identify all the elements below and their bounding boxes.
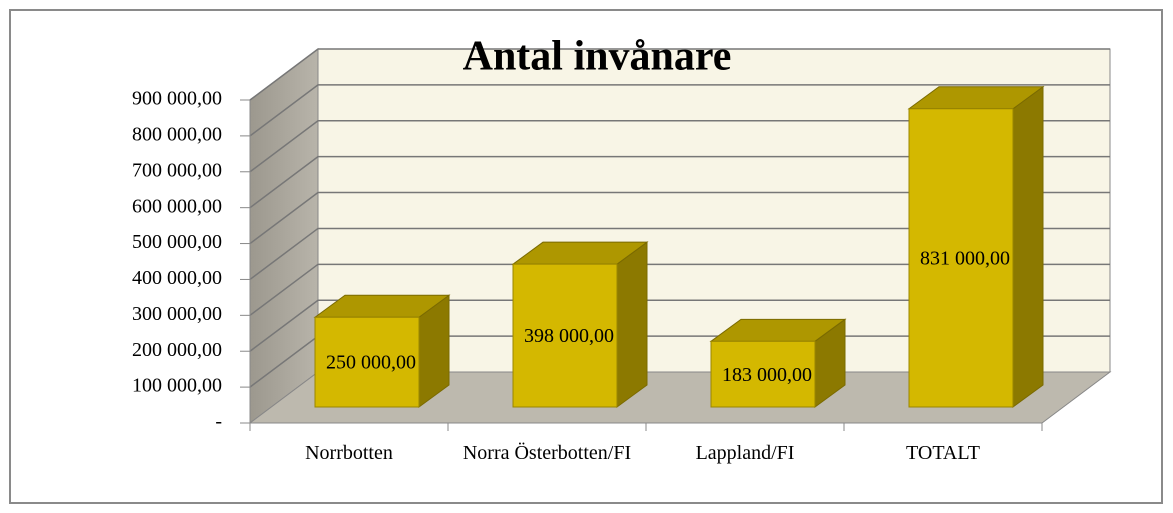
bar-side [1012,85,1044,408]
y-tick-label: 200 000,00 [132,339,222,361]
bar [512,263,618,408]
chart-title: Antal invånare [463,34,732,80]
grid-line [249,191,1110,245]
x-tick-label: Norrbotten [305,442,393,464]
y-tick-label: - [215,411,222,433]
y-tick-label: 500 000,00 [132,231,222,253]
bar [908,108,1014,408]
bar [710,340,816,408]
y-tick-label: 300 000,00 [132,303,222,325]
y-tick-label: 900 000,00 [132,88,222,110]
x-tick-label: TOTALT [906,442,980,464]
data-label: 831 000,00 [920,247,1010,269]
y-tick-label: 600 000,00 [132,195,222,217]
grid-line [249,299,1110,352]
data-label: 398 000,00 [524,325,614,347]
y-tick-label: 700 000,00 [132,159,222,181]
y-tick-label: 400 000,00 [132,267,222,289]
grid-line [249,84,1110,137]
grid-line [249,263,1110,316]
x-tick-label: Lappland/FI [695,442,795,464]
bar-side [616,241,648,408]
data-label: 250 000,00 [326,352,416,374]
y-tick-label: 100 000,00 [132,375,222,397]
grid-line [249,120,1110,173]
y-tick-label: 800 000,00 [132,123,222,145]
bar [314,316,420,408]
x-tick-label: Norra Österbotten/FI [462,442,632,464]
grid-line [249,227,1110,281]
data-label: 183 000,00 [722,364,812,386]
grid-line [249,48,1110,101]
grid-line [249,155,1110,209]
